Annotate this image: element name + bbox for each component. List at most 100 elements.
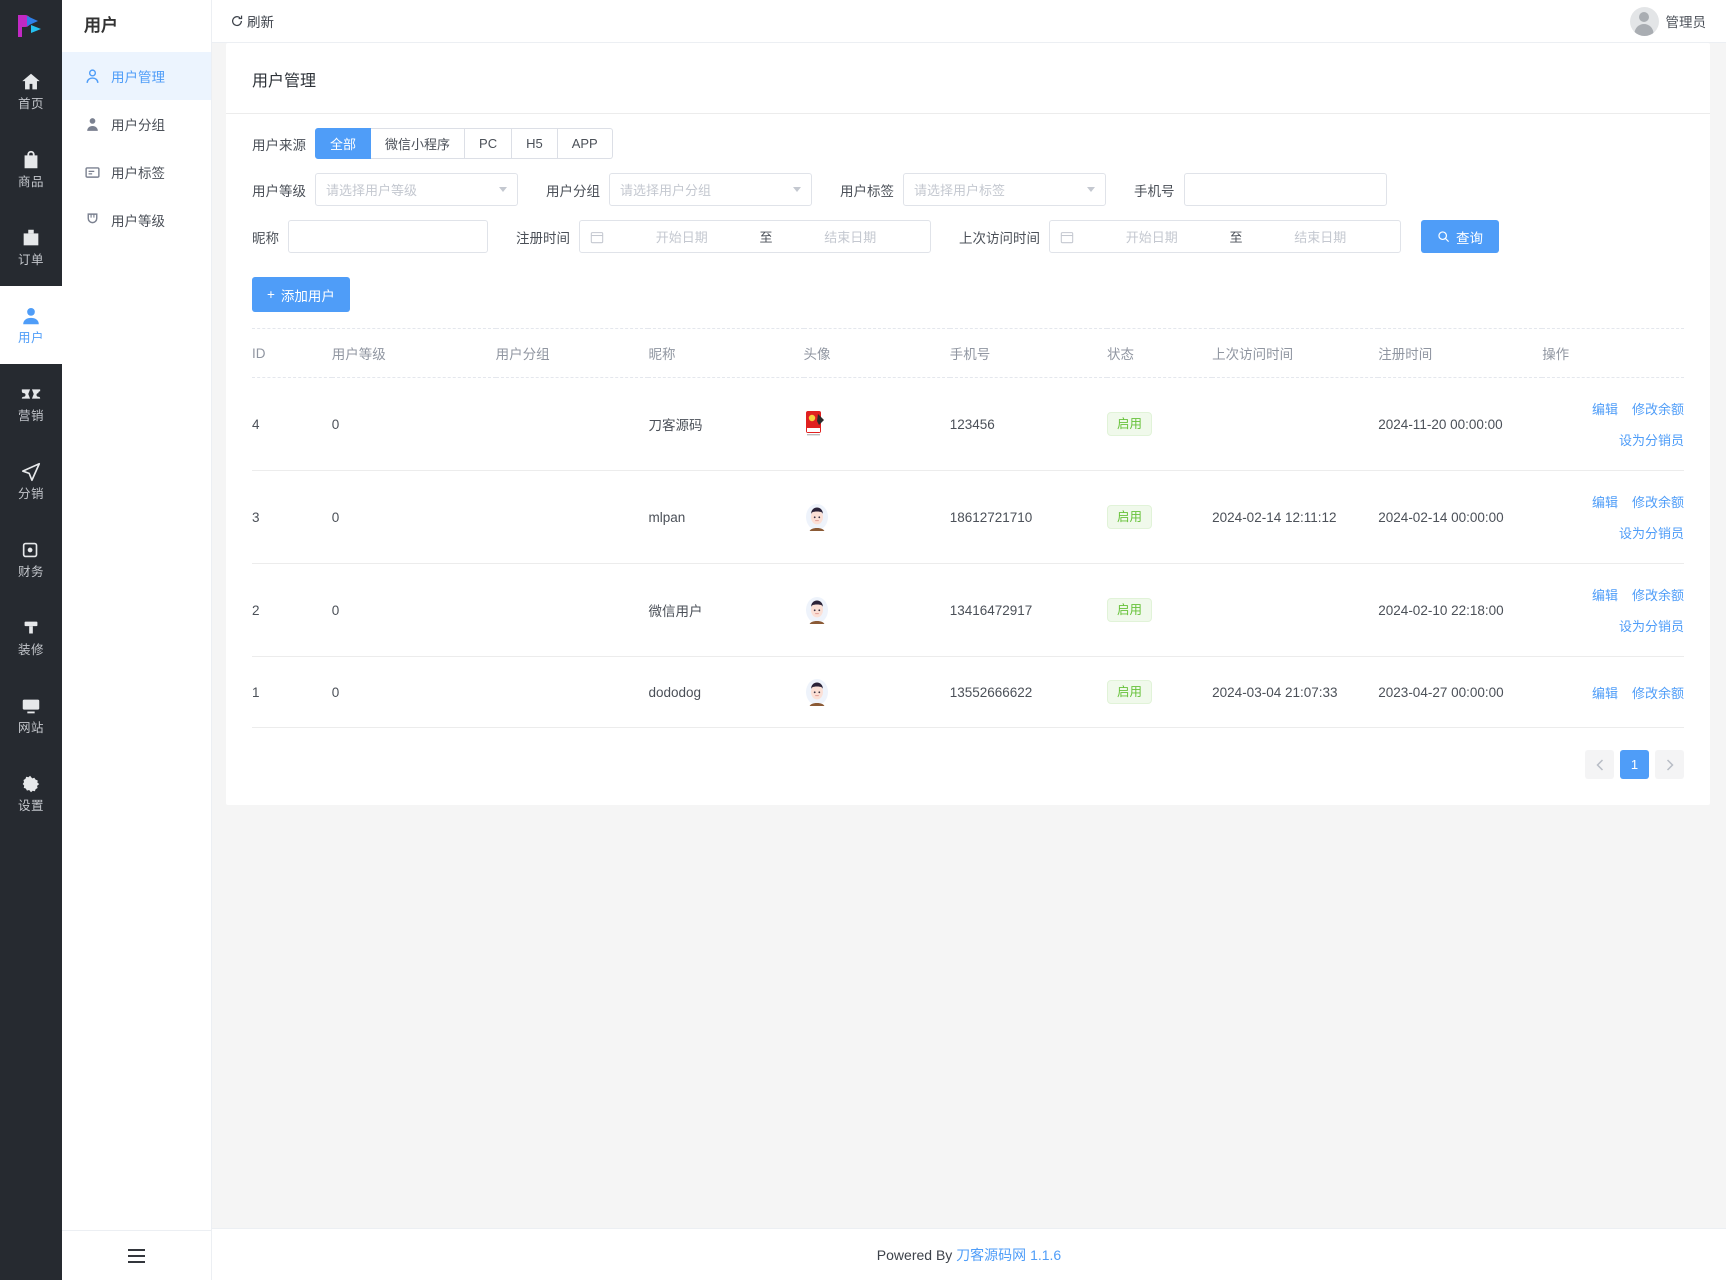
source-option-app[interactable]: APP bbox=[557, 128, 613, 159]
operation-group-primary: 编辑 修改余额 bbox=[1542, 492, 1684, 511]
page-title: 用户管理 bbox=[252, 73, 317, 90]
table-row[interactable]: 3 0 mlpan bbox=[252, 470, 1684, 564]
status-badge: 启用 bbox=[1106, 411, 1152, 437]
sidebar-title: 用户 bbox=[84, 16, 118, 35]
calendar-icon bbox=[1060, 231, 1074, 243]
sidebar-item-user-group[interactable]: 用户分组 bbox=[62, 100, 211, 148]
label-last-visit-time: 上次访问时间 bbox=[959, 230, 1040, 246]
column-header-phone: 手机号 bbox=[949, 328, 1107, 378]
source-option-pc[interactable]: PC bbox=[465, 128, 513, 159]
column-header-operation: 操作 bbox=[1542, 328, 1684, 378]
visit-date-separator: 至 bbox=[1229, 230, 1243, 245]
set-distributor-link[interactable]: 设为分销员 bbox=[1618, 433, 1684, 448]
modify-balance-link[interactable]: 修改余额 bbox=[1631, 495, 1684, 510]
main-area: 刷新 管理员 用户管理 用户来源 全部 微信小程序 PC bbox=[212, 0, 1726, 1280]
footer-link[interactable]: 刀客源码网 bbox=[956, 1246, 1027, 1263]
sidebar-item-user-management[interactable]: 用户管理 bbox=[62, 52, 211, 100]
pagination-prev-button[interactable] bbox=[1585, 750, 1614, 779]
pagination-page-1[interactable]: 1 bbox=[1620, 750, 1649, 779]
table-row[interactable]: 4 0 刀客源码 bbox=[252, 377, 1684, 471]
pagination-next-button[interactable] bbox=[1655, 750, 1684, 779]
sidebar-item-user-tag[interactable]: 用户标签 bbox=[62, 148, 211, 196]
refresh-button[interactable]: 刷新 bbox=[230, 11, 274, 31]
operation-group-primary: 编辑 修改余额 bbox=[1542, 399, 1684, 418]
sidebar-item-user-level[interactable]: 用户等级 bbox=[62, 196, 211, 244]
table-row[interactable]: 2 0 微信用户 bbox=[252, 563, 1684, 657]
rail-label-settings: 设置 bbox=[17, 799, 44, 814]
source-option-all[interactable]: 全部 bbox=[315, 128, 372, 159]
rail-item-goods[interactable]: 商品 bbox=[0, 130, 62, 208]
operation-group-secondary: 设为分销员 bbox=[1542, 430, 1684, 449]
cell-register-time: 2024-02-14 00:00:00 bbox=[1378, 470, 1543, 564]
edit-link[interactable]: 编辑 bbox=[1591, 588, 1618, 603]
nickname-input[interactable] bbox=[288, 220, 488, 253]
operation-group-primary: 编辑 修改余额 bbox=[1542, 683, 1684, 702]
ticket-icon bbox=[20, 383, 42, 405]
app-logo[interactable] bbox=[0, 0, 62, 52]
add-user-button[interactable]: + 添加用户 bbox=[252, 277, 350, 312]
cell-avatar bbox=[803, 377, 950, 471]
cell-id: 2 bbox=[252, 563, 332, 657]
avatar-cartoon-person-icon bbox=[805, 597, 828, 624]
modify-balance-link[interactable]: 修改余额 bbox=[1631, 402, 1684, 417]
rail-item-user[interactable]: 用户 bbox=[0, 286, 62, 364]
register-time-range-picker[interactable]: 开始日期 至 结束日期 bbox=[579, 220, 931, 253]
cell-user-level: 0 bbox=[331, 563, 496, 657]
set-distributor-link[interactable]: 设为分销员 bbox=[1618, 619, 1684, 634]
sidebar-collapse-button[interactable] bbox=[62, 1230, 211, 1280]
user-table: ID 用户等级 用户分组 昵称 头像 手机号 状态 上次访问时间 注册时间 操作 bbox=[252, 328, 1684, 728]
user-level-select[interactable]: 请选择用户等级 bbox=[315, 173, 518, 206]
rail-item-finance[interactable]: 财务 bbox=[0, 520, 62, 598]
user-icon bbox=[20, 305, 42, 327]
footer-version[interactable]: 1.1.6 bbox=[1030, 1246, 1062, 1263]
cell-user-level: 0 bbox=[331, 470, 496, 564]
visit-start-date: 开始日期 bbox=[1125, 230, 1178, 245]
cell-avatar bbox=[803, 656, 950, 728]
refresh-label: 刷新 bbox=[247, 15, 274, 30]
rail-item-decoration[interactable]: 装修 bbox=[0, 598, 62, 676]
sidebar-label-user-group: 用户分组 bbox=[111, 118, 165, 133]
rail-item-home[interactable]: 首页 bbox=[0, 52, 62, 130]
avatar bbox=[1629, 6, 1659, 36]
admin-account[interactable]: 管理员 bbox=[1629, 6, 1706, 36]
operation-group-secondary: 设为分销员 bbox=[1542, 616, 1684, 635]
column-header-user-level: 用户等级 bbox=[331, 328, 496, 378]
user-group-select[interactable]: 请选择用户分组 bbox=[609, 173, 812, 206]
rail-item-settings[interactable]: 设置 bbox=[0, 754, 62, 832]
label-register-time: 注册时间 bbox=[516, 230, 570, 246]
user-table-wrapper: ID 用户等级 用户分组 昵称 头像 手机号 状态 上次访问时间 注册时间 操作 bbox=[226, 312, 1710, 728]
cell-nickname: mlpan bbox=[648, 470, 804, 564]
rail-item-order[interactable]: 订单 bbox=[0, 208, 62, 286]
modify-balance-link[interactable]: 修改余额 bbox=[1631, 588, 1684, 603]
search-button[interactable]: 查询 bbox=[1421, 220, 1499, 253]
label-user-group: 用户分组 bbox=[546, 183, 600, 199]
table-row[interactable]: 1 0 dododog bbox=[252, 656, 1684, 728]
cell-nickname: 刀客源码 bbox=[648, 377, 804, 471]
source-option-wechat-mini[interactable]: 微信小程序 bbox=[371, 128, 466, 159]
logo-mark-icon bbox=[18, 15, 41, 37]
rail-item-marketing[interactable]: 营销 bbox=[0, 364, 62, 442]
modify-balance-link[interactable]: 修改余额 bbox=[1631, 685, 1684, 701]
filter-row-source: 用户来源 全部 微信小程序 PC H5 APP bbox=[252, 128, 1684, 159]
phone-input[interactable] bbox=[1183, 173, 1387, 206]
chevron-down-icon bbox=[499, 187, 507, 192]
avatar-red-logo-icon bbox=[805, 411, 824, 436]
status-badge: 启用 bbox=[1106, 504, 1152, 530]
user-management-card: 用户管理 用户来源 全部 微信小程序 PC H5 APP bbox=[226, 43, 1710, 805]
chevron-down-icon bbox=[793, 187, 801, 192]
rail-item-distribution[interactable]: 分销 bbox=[0, 442, 62, 520]
user-tag-select[interactable]: 请选择用户标签 bbox=[903, 173, 1106, 206]
set-distributor-link[interactable]: 设为分销员 bbox=[1618, 526, 1684, 541]
column-header-last-visit: 上次访问时间 bbox=[1212, 328, 1379, 378]
last-visit-time-range-picker[interactable]: 开始日期 至 结束日期 bbox=[1049, 220, 1401, 253]
source-option-h5[interactable]: H5 bbox=[512, 128, 558, 159]
cell-avatar bbox=[803, 470, 950, 564]
edit-link[interactable]: 编辑 bbox=[1591, 685, 1618, 701]
cell-nickname: 微信用户 bbox=[648, 563, 804, 657]
rail-item-website[interactable]: 网站 bbox=[0, 676, 62, 754]
calendar-icon bbox=[590, 231, 604, 243]
edit-link[interactable]: 编辑 bbox=[1591, 495, 1618, 510]
chevron-right-icon bbox=[1666, 758, 1674, 771]
filter-form: 用户来源 全部 微信小程序 PC H5 APP 用户等级 请选择用户等级 bbox=[226, 114, 1710, 253]
edit-link[interactable]: 编辑 bbox=[1591, 402, 1618, 417]
